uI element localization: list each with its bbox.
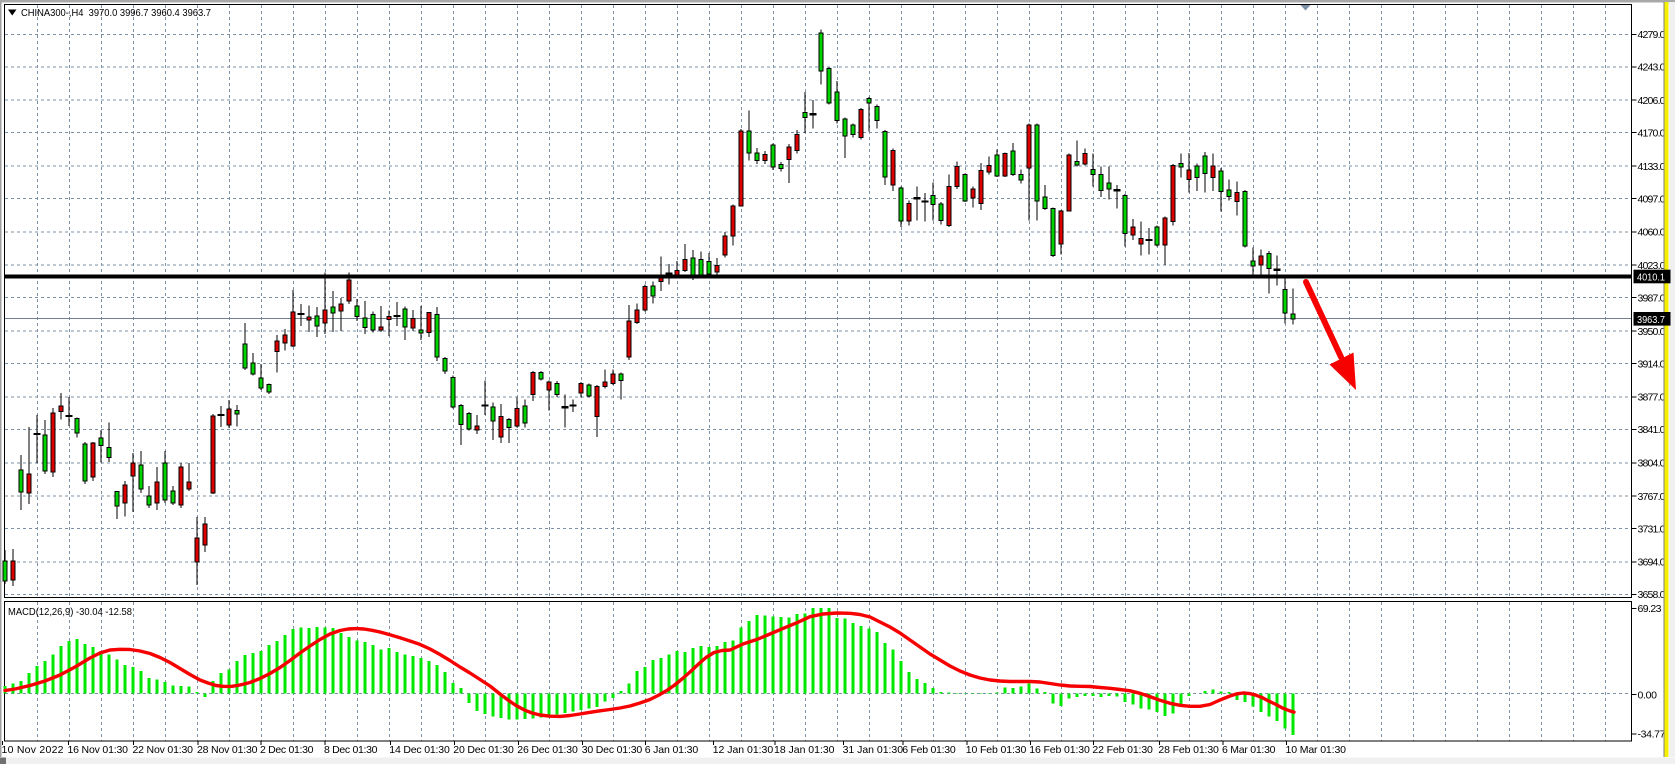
svg-text:10 Nov 2022: 10 Nov 2022 bbox=[2, 744, 64, 756]
svg-text:3914.0: 3914.0 bbox=[1638, 358, 1666, 370]
svg-text:4023.0: 4023.0 bbox=[1638, 260, 1666, 272]
svg-text:14 Dec 01:30: 14 Dec 01:30 bbox=[389, 744, 450, 756]
svg-text:69.23: 69.23 bbox=[1638, 603, 1662, 615]
svg-text:28 Nov 01:30: 28 Nov 01:30 bbox=[197, 744, 258, 756]
svg-text:6 Feb 01:30: 6 Feb 01:30 bbox=[902, 744, 956, 756]
svg-text:3694.0: 3694.0 bbox=[1638, 557, 1666, 569]
svg-text:4279.0: 4279.0 bbox=[1638, 29, 1666, 41]
svg-text:16 Nov 01:30: 16 Nov 01:30 bbox=[68, 744, 129, 756]
svg-text:MACD(12,26,9) -30.04 -12.58: MACD(12,26,9) -30.04 -12.58 bbox=[8, 606, 132, 618]
svg-text:28 Feb 01:30: 28 Feb 01:30 bbox=[1158, 744, 1219, 756]
svg-text:10 Feb 01:30: 10 Feb 01:30 bbox=[966, 744, 1027, 756]
svg-text:3767.0: 3767.0 bbox=[1638, 491, 1666, 503]
svg-text:3658.0: 3658.0 bbox=[1638, 589, 1666, 601]
svg-text:3841.0: 3841.0 bbox=[1638, 424, 1666, 436]
svg-text:6 Mar 01:30: 6 Mar 01:30 bbox=[1222, 744, 1276, 756]
svg-text:3804.0: 3804.0 bbox=[1638, 458, 1666, 470]
svg-text:3877.0: 3877.0 bbox=[1638, 392, 1666, 404]
svg-text:4243.0: 4243.0 bbox=[1638, 62, 1666, 74]
svg-text:4060.0: 4060.0 bbox=[1638, 227, 1666, 239]
svg-text:16 Feb 01:30: 16 Feb 01:30 bbox=[1029, 744, 1090, 756]
svg-text:12 Jan 01:30: 12 Jan 01:30 bbox=[713, 744, 774, 756]
svg-text:18 Jan 01:30: 18 Jan 01:30 bbox=[774, 744, 835, 756]
svg-text:3963.7: 3963.7 bbox=[1637, 314, 1665, 326]
svg-text:3950.0: 3950.0 bbox=[1638, 326, 1666, 338]
svg-text:8 Dec 01:30: 8 Dec 01:30 bbox=[324, 744, 378, 756]
svg-text:10 Mar 01:30: 10 Mar 01:30 bbox=[1286, 744, 1347, 756]
svg-text:22 Feb 01:30: 22 Feb 01:30 bbox=[1092, 744, 1153, 756]
svg-text:-34.77: -34.77 bbox=[1638, 729, 1666, 741]
svg-text:0.00: 0.00 bbox=[1638, 689, 1658, 701]
svg-text:6 Jan 01:30: 6 Jan 01:30 bbox=[645, 744, 699, 756]
svg-text:4010.1: 4010.1 bbox=[1637, 272, 1665, 284]
svg-text:22 Nov 01:30: 22 Nov 01:30 bbox=[133, 744, 194, 756]
svg-text:3987.0: 3987.0 bbox=[1638, 293, 1666, 305]
svg-text:4206.0: 4206.0 bbox=[1638, 95, 1666, 107]
svg-text:CHINA300-,H4 3970.0 3996.7 39: CHINA300-,H4 3970.0 3996.7 3960.4 3963.7 bbox=[21, 7, 211, 19]
svg-text:31 Jan 01:30: 31 Jan 01:30 bbox=[843, 744, 904, 756]
svg-text:2 Dec 01:30: 2 Dec 01:30 bbox=[260, 744, 314, 756]
svg-text:20 Dec 01:30: 20 Dec 01:30 bbox=[453, 744, 514, 756]
svg-text:30 Dec 01:30: 30 Dec 01:30 bbox=[582, 744, 643, 756]
svg-text:4133.0: 4133.0 bbox=[1638, 161, 1666, 173]
svg-text:4097.0: 4097.0 bbox=[1638, 193, 1666, 205]
svg-text:26 Dec 01:30: 26 Dec 01:30 bbox=[517, 744, 578, 756]
svg-text:4170.0: 4170.0 bbox=[1638, 128, 1666, 140]
svg-text:3731.0: 3731.0 bbox=[1638, 523, 1666, 535]
